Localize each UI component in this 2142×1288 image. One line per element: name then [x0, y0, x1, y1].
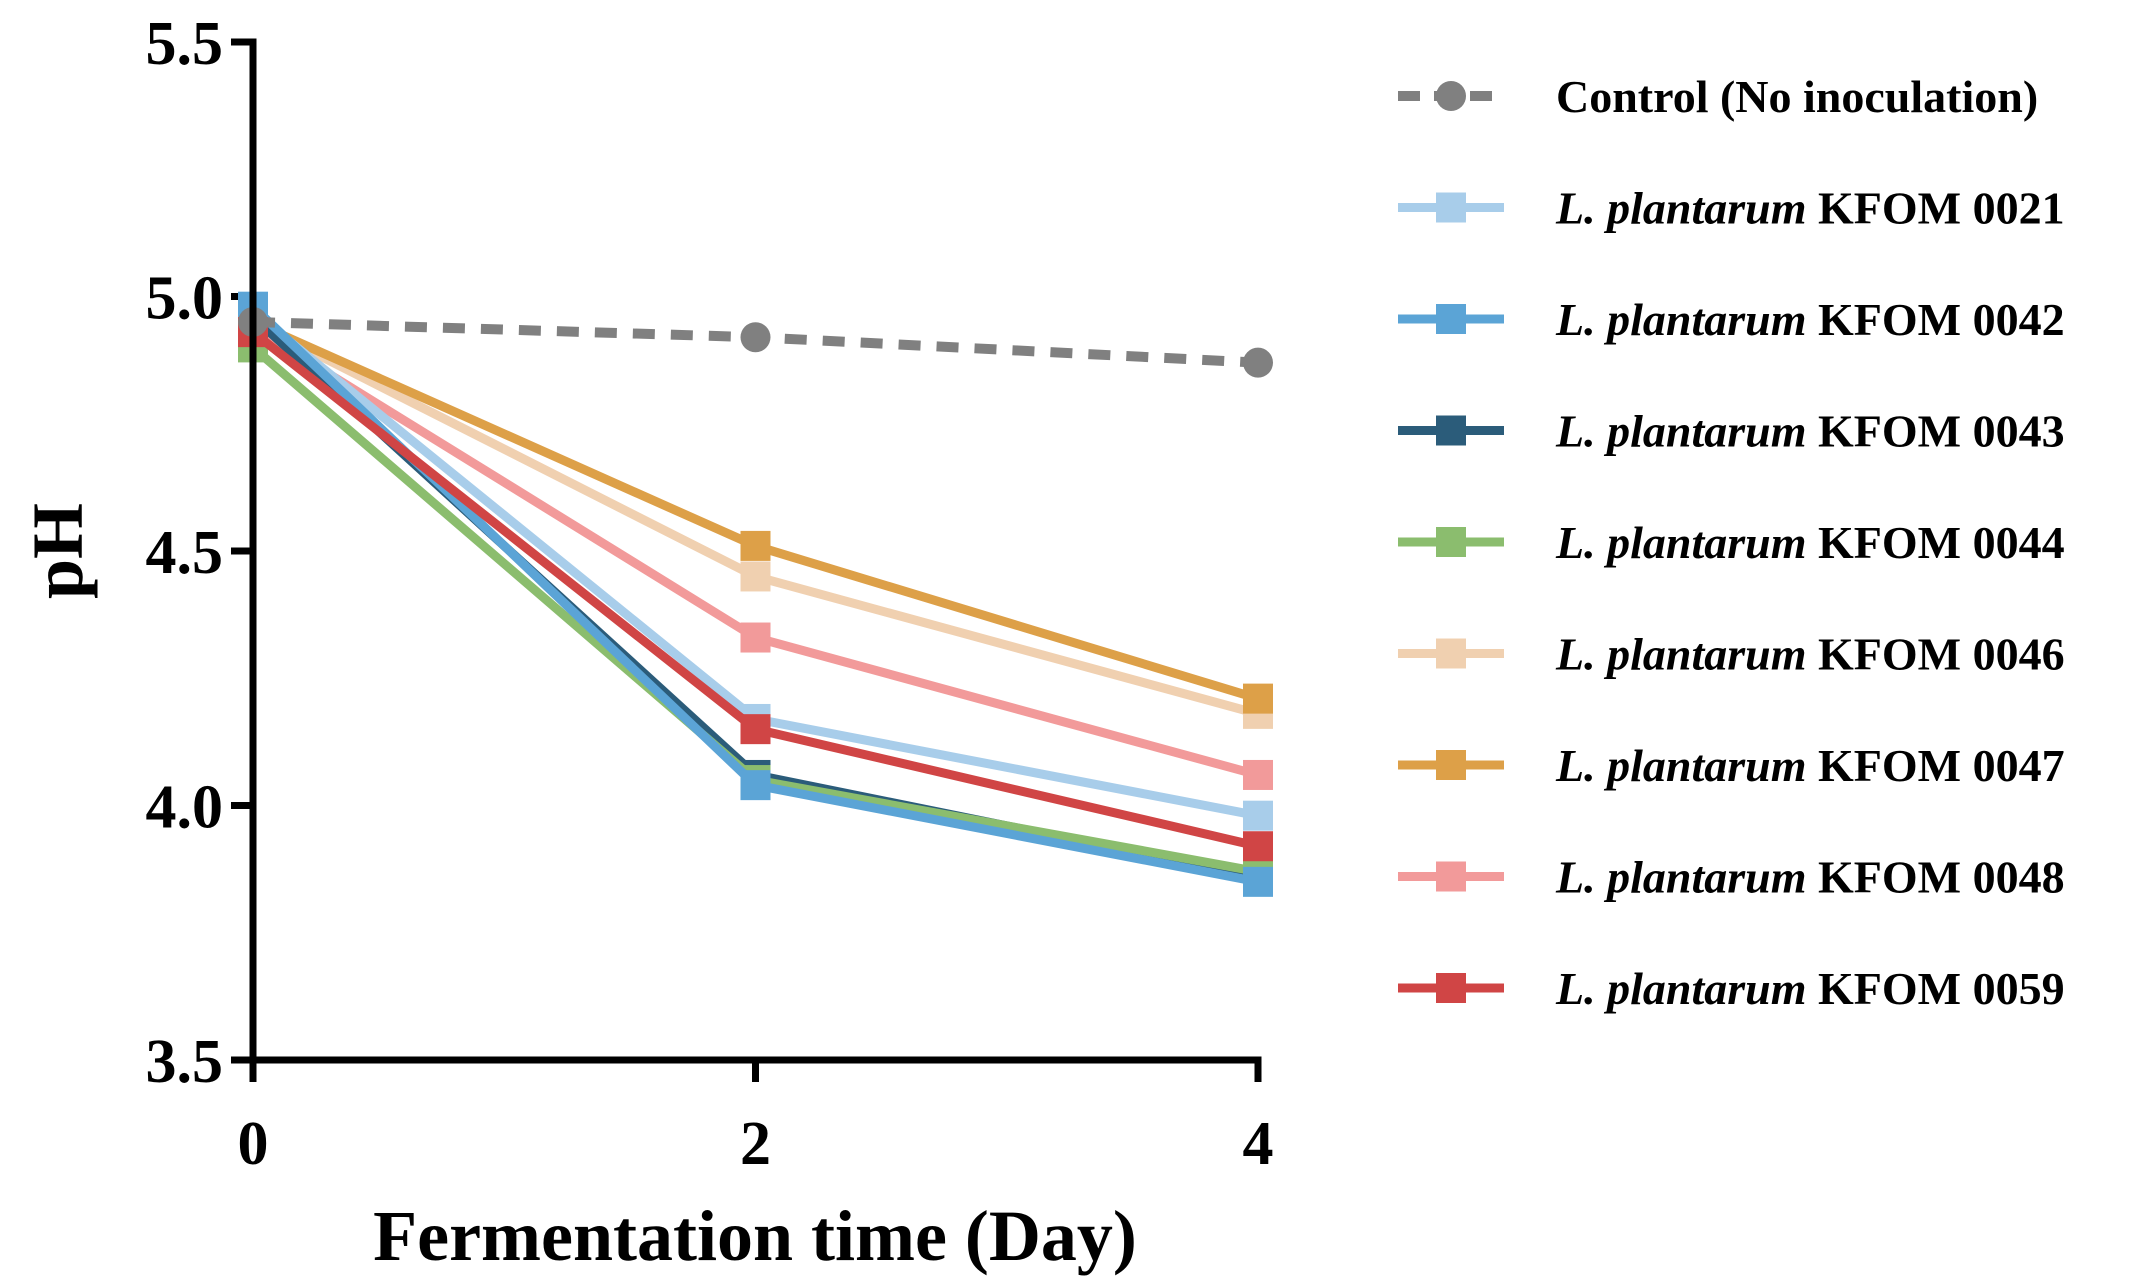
legend-swatch-marker: [1436, 192, 1466, 223]
data-point: [1243, 347, 1273, 378]
legend-label-species: L. plantarum: [1555, 740, 1807, 791]
x-tick-label: 4: [1243, 1110, 1274, 1178]
legend-swatch-marker: [1436, 304, 1466, 334]
y-axis-ticks: 3.5 4.0 4.5 5.0 5.5: [146, 10, 253, 1096]
legend-entry: L. plantarum KFOM 0042: [1398, 294, 2065, 345]
x-axis-ticks: 0 2 4: [238, 1060, 1274, 1178]
legend-swatch-marker: [1436, 973, 1466, 1003]
legend-label: Control (No inoculation): [1556, 71, 2038, 122]
legend-entry: L. plantarum KFOM 0043: [1398, 406, 2065, 457]
series-0: [238, 306, 1273, 378]
data-point: [740, 770, 771, 801]
data-point: [1243, 800, 1273, 831]
legend-label-strain: KFOM 0048: [1807, 852, 2065, 903]
series-layer: [238, 291, 1273, 897]
legend-label-strain: KFOM 0043: [1807, 406, 2065, 457]
data-point: [740, 322, 771, 353]
series-6: [238, 306, 1273, 714]
legend-label: L. plantarum KFOM 0043: [1555, 406, 2065, 457]
legend-swatch-marker: [1436, 81, 1466, 111]
data-point: [740, 622, 771, 653]
legend-label-strain: KFOM 0042: [1807, 294, 2065, 345]
legend-entry: L. plantarum KFOM 0047: [1398, 740, 2065, 791]
data-point: [1243, 683, 1273, 714]
legend-label: L. plantarum KFOM 0047: [1555, 740, 2065, 791]
data-point: [740, 714, 771, 745]
legend: Control (No inoculation) L. plantarum KFO…: [1398, 71, 2065, 1014]
y-tick-label: 5.0: [146, 265, 224, 333]
x-tick-label: 2: [740, 1110, 771, 1178]
y-tick-label: 5.5: [146, 10, 224, 78]
legend-label: L. plantarum KFOM 0048: [1555, 852, 2065, 903]
legend-entry: L. plantarum KFOM 0048: [1398, 852, 2065, 903]
legend-label: L. plantarum KFOM 0042: [1555, 294, 2065, 345]
y-tick-label: 3.5: [146, 1028, 224, 1096]
x-axis-title: Fermentation time (Day): [373, 1196, 1137, 1276]
legend-label-strain: KFOM 0059: [1807, 963, 2065, 1014]
x-tick-label: 0: [238, 1110, 269, 1178]
data-point: [1243, 831, 1273, 862]
y-tick-label: 4.0: [146, 774, 224, 842]
legend-swatch-marker: [1436, 415, 1466, 446]
legend-entry: L. plantarum KFOM 0046: [1398, 629, 2065, 680]
legend-label-strain: KFOM 0044: [1807, 517, 2065, 568]
legend-label-species: L. plantarum: [1555, 517, 1807, 568]
legend-swatch-marker: [1436, 861, 1466, 892]
legend-entry: Control (No inoculation): [1398, 71, 2038, 122]
legend-entry: L. plantarum KFOM 0021: [1398, 183, 2065, 234]
axes: [249, 38, 1262, 1064]
legend-label: L. plantarum KFOM 0021: [1555, 183, 2065, 234]
data-point: [740, 530, 771, 561]
legend-label-species: L. plantarum: [1555, 963, 1807, 1014]
legend-label-strain: KFOM 0047: [1807, 740, 2065, 791]
legend-label-species: L. plantarum: [1555, 406, 1807, 457]
series-5: [238, 306, 1273, 729]
legend-swatch-marker: [1436, 750, 1466, 780]
legend-swatch-marker: [1436, 638, 1466, 669]
data-point: [740, 561, 771, 592]
data-point: [1243, 866, 1273, 897]
legend-label-species: L. plantarum: [1555, 294, 1807, 345]
legend-swatch-marker: [1436, 527, 1466, 557]
legend-label: L. plantarum KFOM 0046: [1555, 629, 2065, 680]
legend-label-strain: KFOM 0046: [1807, 629, 2065, 680]
data-point: [1243, 759, 1273, 790]
legend-label-strain: KFOM 0021: [1807, 183, 2065, 234]
legend-label-species: L. plantarum: [1555, 852, 1807, 903]
legend-entry: L. plantarum KFOM 0059: [1398, 963, 2065, 1014]
legend-label: L. plantarum KFOM 0044: [1555, 517, 2065, 568]
legend-label-species: L. plantarum: [1555, 183, 1807, 234]
y-tick-label: 4.5: [146, 519, 224, 587]
legend-label: L. plantarum KFOM 0059: [1555, 963, 2065, 1014]
y-axis-title: pH: [18, 503, 98, 599]
legend-label-species: L. plantarum: [1555, 629, 1807, 680]
legend-entry: L. plantarum KFOM 0044: [1398, 517, 2065, 568]
